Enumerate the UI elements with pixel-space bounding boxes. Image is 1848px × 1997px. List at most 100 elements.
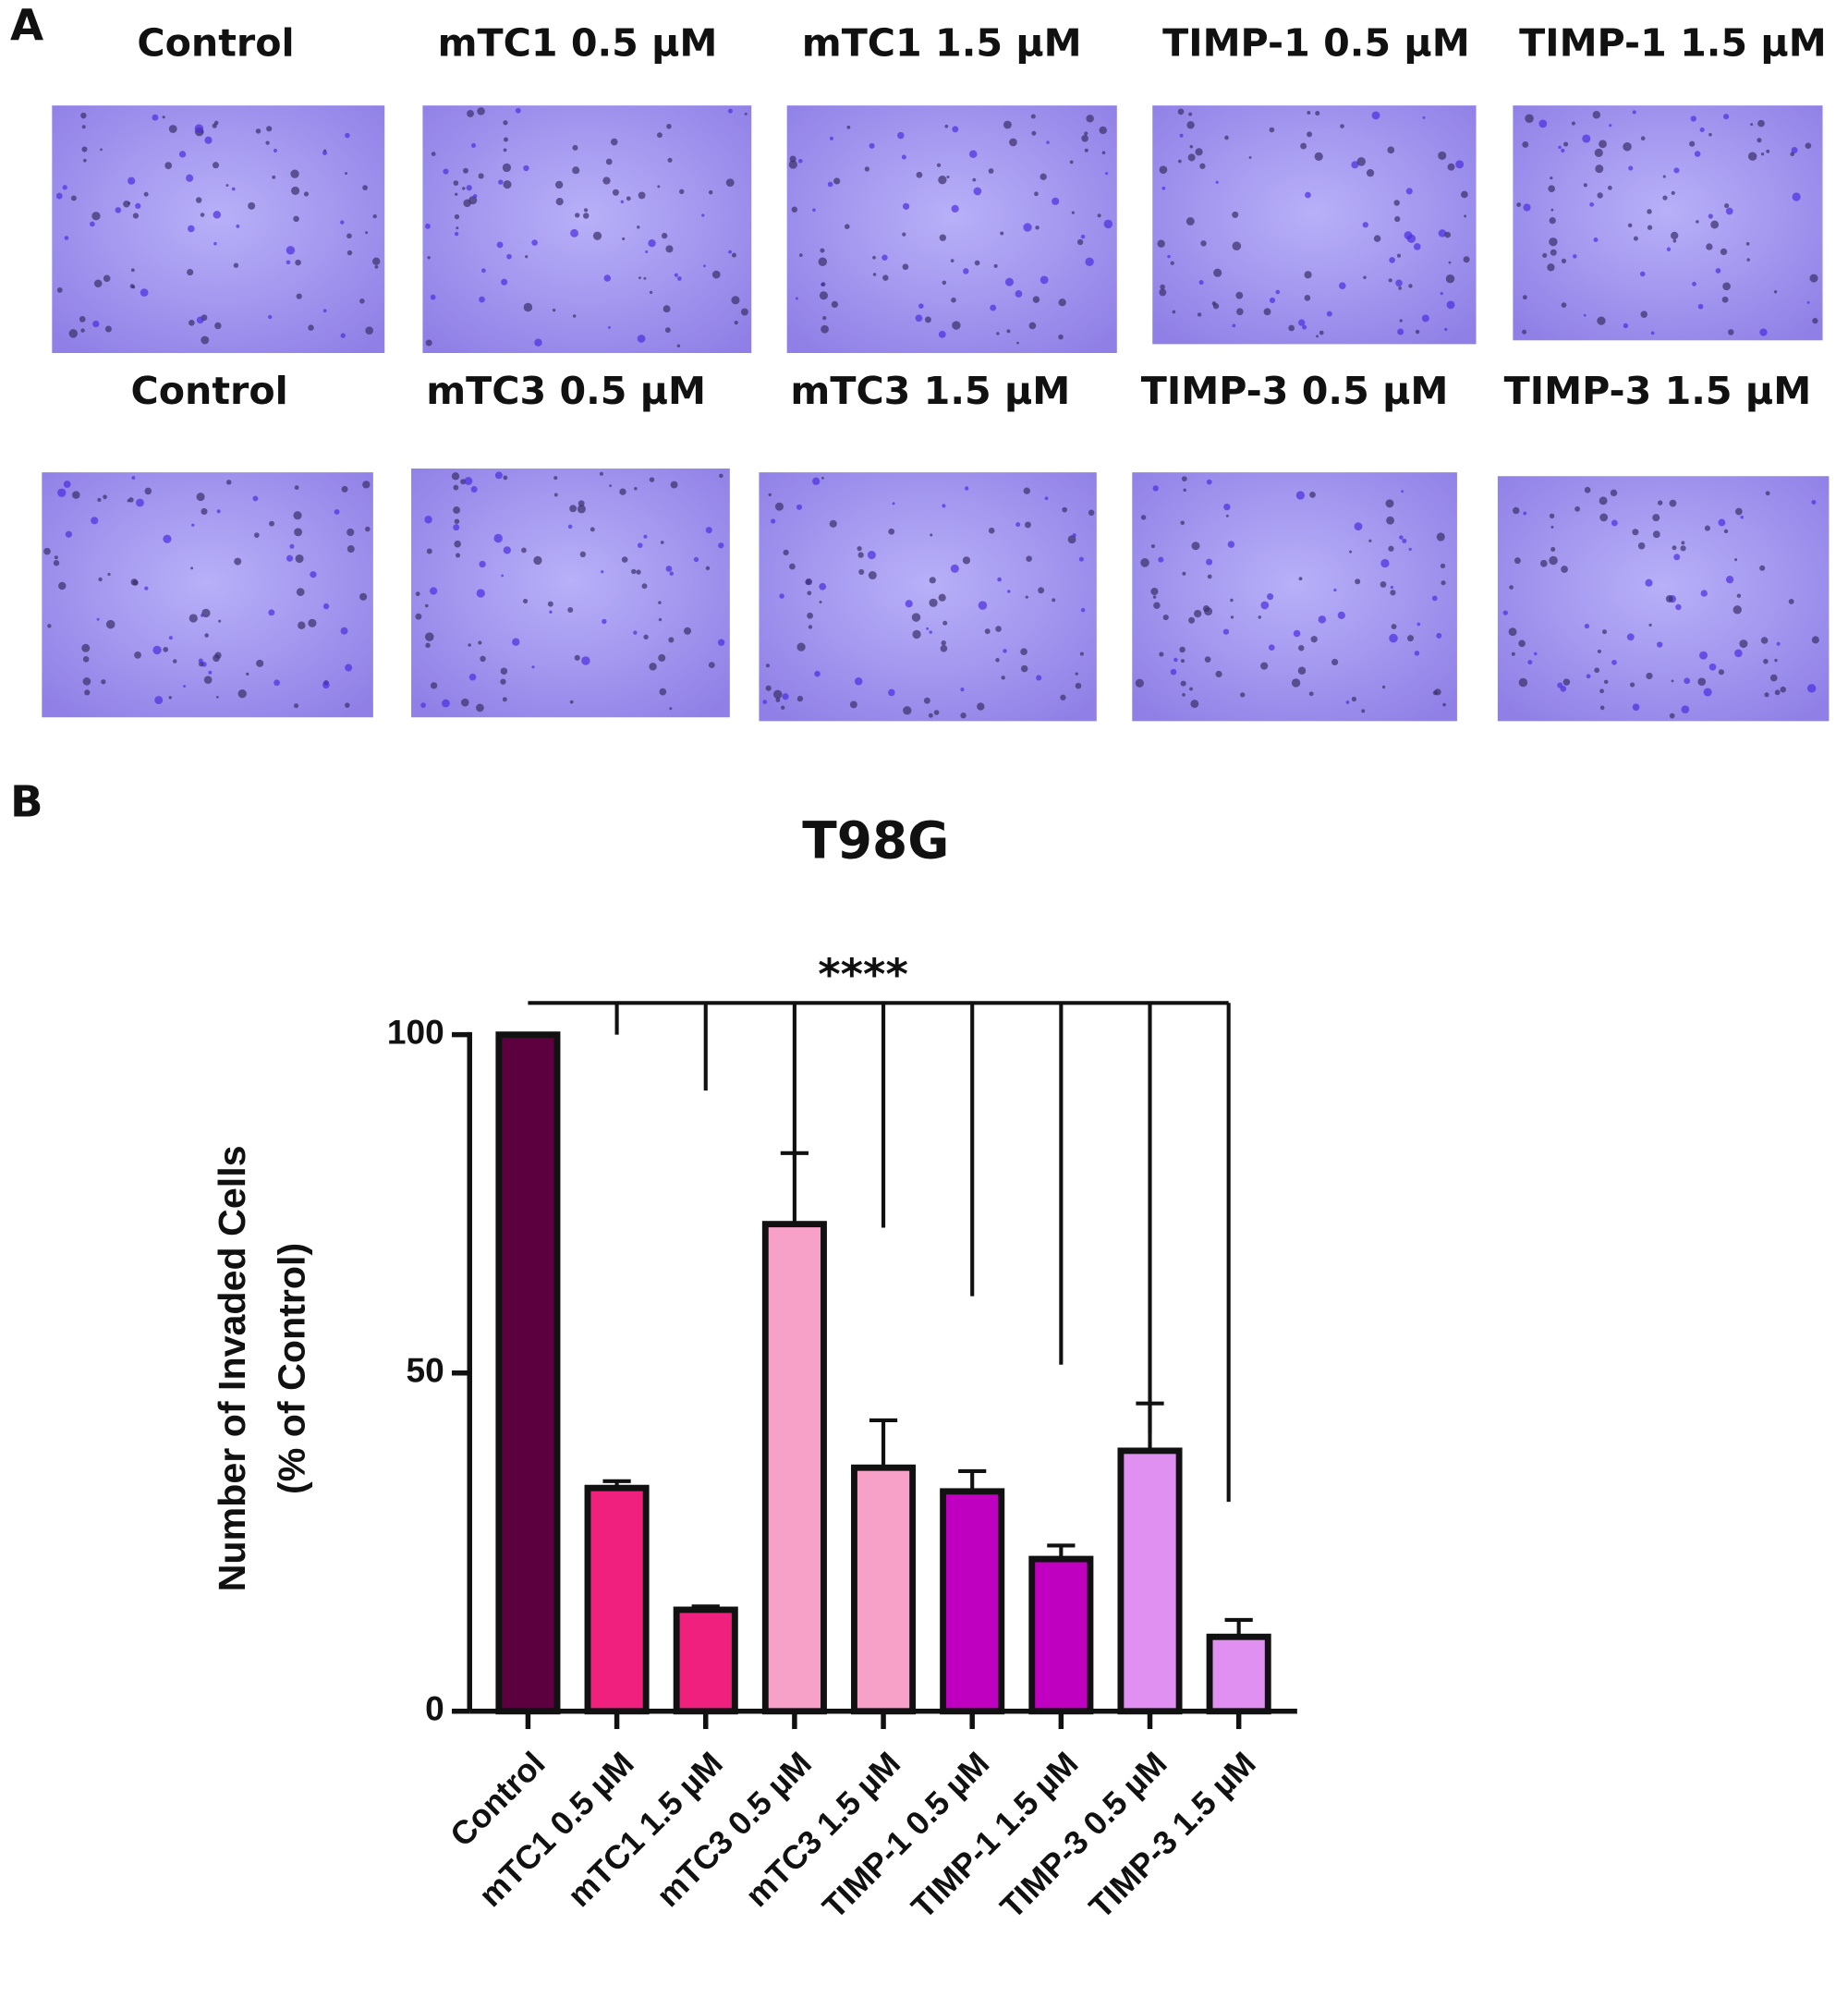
cell-dot <box>1199 163 1206 169</box>
cell-dot <box>201 507 208 515</box>
cell-dot <box>1157 239 1165 248</box>
cell-dot <box>1385 499 1394 508</box>
x-tick-label: mTC1 0.5 µM <box>472 1745 641 1914</box>
cell-dot <box>1599 140 1607 149</box>
cell-dot <box>1338 282 1346 289</box>
micrograph <box>422 105 752 354</box>
cell-dot <box>341 485 348 493</box>
cell-dot <box>295 259 301 266</box>
cell-dot <box>212 123 217 128</box>
cell-dot <box>415 591 420 597</box>
cell-dot <box>1389 257 1395 263</box>
cell-dot <box>1706 243 1713 250</box>
cell-dot <box>1040 275 1049 285</box>
cell-dot <box>216 509 221 514</box>
cell-dot <box>717 639 725 646</box>
cell-dot <box>821 476 824 480</box>
cell-dot <box>1776 641 1781 646</box>
cell-dot <box>1170 668 1177 676</box>
cell-dot <box>212 162 220 169</box>
cell-dot <box>1060 694 1066 700</box>
cell-dot <box>664 327 671 334</box>
cell-dot <box>163 534 172 543</box>
cell-dot <box>929 630 932 634</box>
cell-dot <box>1760 637 1769 644</box>
cell-dot <box>274 679 280 687</box>
micrograph <box>411 469 730 718</box>
cell-dot <box>1183 488 1186 493</box>
micrograph-label: TIMP-3 1.5 µM <box>1504 369 1812 413</box>
cell-dot <box>796 504 803 510</box>
cell-dot <box>1304 295 1311 301</box>
cell-dot <box>915 314 923 323</box>
cell-dot <box>1623 323 1629 329</box>
cell-dot <box>997 577 1002 582</box>
cell-dot <box>1806 301 1810 304</box>
cell-dot <box>1434 688 1441 696</box>
cell-dot <box>1020 648 1027 656</box>
cell-dot <box>1534 651 1538 656</box>
cell-dot <box>1518 639 1526 648</box>
cell-dot <box>649 477 655 482</box>
cell-dot <box>420 702 426 708</box>
cell-dot <box>424 516 432 524</box>
cell-dot <box>97 497 102 503</box>
cell-dot <box>467 109 474 117</box>
cell-dot <box>522 598 529 604</box>
cell-dot <box>665 245 674 253</box>
cell-dot <box>1522 140 1529 148</box>
cell-dot <box>1583 183 1587 188</box>
cell-dot <box>1152 485 1159 492</box>
cell-dot <box>1611 659 1617 665</box>
cell-dot <box>1402 538 1407 543</box>
cell-dot <box>930 533 933 537</box>
cell-dot <box>1391 624 1397 629</box>
cell-dot <box>1212 303 1220 310</box>
cell-dot <box>1780 686 1786 693</box>
cell-dot <box>1293 629 1301 638</box>
y-axis-label: Number of Invaded Cells <box>211 1145 253 1591</box>
cell-dot <box>892 502 895 505</box>
cell-dot <box>1003 649 1007 653</box>
cell-dot <box>1394 215 1401 223</box>
cell-dot <box>1103 219 1113 229</box>
cell-dot <box>952 321 961 330</box>
cell-dot <box>1502 610 1508 615</box>
cell-dot <box>579 551 587 557</box>
cell-dot <box>574 654 580 661</box>
micrograph-label: TIMP-1 1.5 µM <box>1519 21 1827 66</box>
cell-dot <box>727 108 733 114</box>
cell-dot <box>1162 614 1169 621</box>
cell-dot <box>1734 649 1743 658</box>
micrograph-image <box>52 105 385 354</box>
cell-dot <box>693 556 699 563</box>
cell-dot <box>178 151 187 158</box>
cell-dot <box>480 268 486 274</box>
cell-dot <box>788 160 797 169</box>
cell-dot <box>1366 169 1375 177</box>
cell-dot <box>677 276 682 281</box>
cell-dot <box>796 642 806 651</box>
cell-dot <box>1563 141 1569 147</box>
bar <box>495 1031 561 1715</box>
cell-dot <box>1811 500 1817 505</box>
cell-dot <box>1769 674 1778 682</box>
cell-dot <box>1447 163 1455 171</box>
cell-dot <box>451 472 460 481</box>
cell-dot <box>213 211 222 219</box>
cell-dot <box>1735 507 1743 516</box>
cell-dot <box>340 627 348 635</box>
cell-dot <box>1015 522 1021 528</box>
cell-dot <box>286 260 291 265</box>
cell-dot <box>903 706 912 715</box>
cell-dot <box>425 223 431 229</box>
cell-dot <box>789 563 796 570</box>
cell-dot <box>1297 666 1307 675</box>
micrograph-image <box>1513 105 1823 341</box>
cell-dot <box>1523 203 1531 212</box>
cell-dot <box>144 487 152 495</box>
cell-dot <box>621 556 628 563</box>
cell-dot <box>1669 499 1677 507</box>
cell-dot <box>701 213 705 217</box>
